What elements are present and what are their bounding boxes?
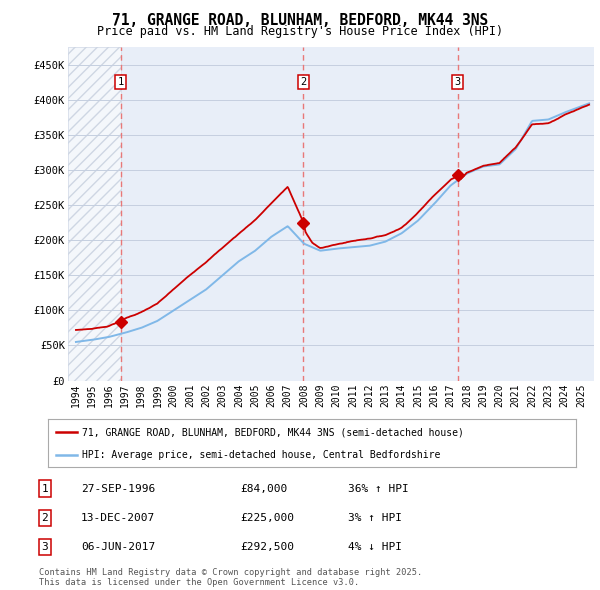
Text: 3: 3 [41,542,49,552]
Text: 1: 1 [118,77,124,87]
Text: 36% ↑ HPI: 36% ↑ HPI [348,484,409,493]
Text: 71, GRANGE ROAD, BLUNHAM, BEDFORD, MK44 3NS: 71, GRANGE ROAD, BLUNHAM, BEDFORD, MK44 … [112,13,488,28]
Text: 1: 1 [41,484,49,493]
Text: Price paid vs. HM Land Registry's House Price Index (HPI): Price paid vs. HM Land Registry's House … [97,25,503,38]
Text: 2: 2 [41,513,49,523]
Text: 27-SEP-1996: 27-SEP-1996 [81,484,155,493]
Text: 3% ↑ HPI: 3% ↑ HPI [348,513,402,523]
Bar [68,47,121,381]
Text: HPI: Average price, semi-detached house, Central Bedfordshire: HPI: Average price, semi-detached house,… [82,450,440,460]
Text: 71, GRANGE ROAD, BLUNHAM, BEDFORD, MK44 3NS (semi-detached house): 71, GRANGE ROAD, BLUNHAM, BEDFORD, MK44 … [82,427,464,437]
Text: Contains HM Land Registry data © Crown copyright and database right 2025.
This d: Contains HM Land Registry data © Crown c… [39,568,422,587]
Text: £292,500: £292,500 [240,542,294,552]
Text: 3: 3 [455,77,461,87]
Text: 13-DEC-2007: 13-DEC-2007 [81,513,155,523]
Text: 2: 2 [300,77,307,87]
Text: 4% ↓ HPI: 4% ↓ HPI [348,542,402,552]
Text: 06-JUN-2017: 06-JUN-2017 [81,542,155,552]
Text: £225,000: £225,000 [240,513,294,523]
Text: £84,000: £84,000 [240,484,287,493]
